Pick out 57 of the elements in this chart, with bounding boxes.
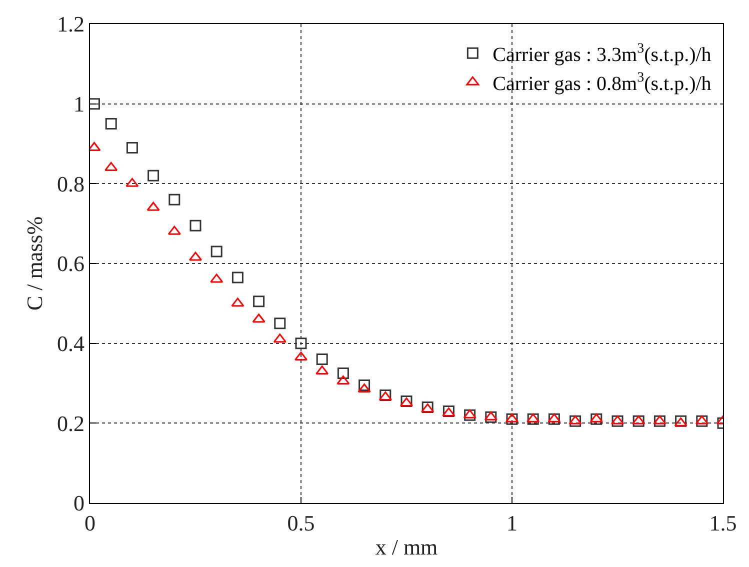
point	[273, 334, 286, 343]
point	[548, 413, 560, 425]
point	[464, 409, 476, 421]
point	[358, 383, 371, 392]
point	[210, 246, 222, 258]
point	[105, 118, 117, 130]
point	[590, 413, 603, 422]
point	[590, 413, 602, 425]
point	[126, 178, 139, 187]
point	[612, 415, 624, 427]
point	[253, 296, 265, 308]
point	[232, 272, 244, 284]
point	[337, 368, 349, 380]
point	[168, 226, 181, 235]
point	[295, 338, 307, 350]
point	[653, 415, 666, 424]
x-tick-label: 1	[506, 510, 518, 536]
point	[252, 314, 266, 323]
point	[104, 162, 118, 171]
point	[210, 274, 224, 283]
y-tick-label: 1	[74, 92, 84, 117]
y-tick-label: 0.6	[57, 251, 84, 276]
point	[146, 202, 160, 211]
point	[168, 194, 180, 206]
point	[654, 415, 666, 427]
point	[696, 415, 708, 427]
point	[506, 413, 518, 425]
x-tick-label: 0.5	[287, 510, 315, 536]
y-axis-title: C / mass%	[22, 216, 47, 311]
point	[485, 411, 497, 423]
x-tick-label: 1.5	[709, 510, 737, 536]
y-tick-label: 0.4	[57, 331, 84, 356]
x-axis-title: x / mm	[375, 534, 438, 560]
y-tick-label: 0.2	[57, 410, 84, 436]
point	[190, 220, 202, 232]
point	[463, 409, 476, 418]
point	[632, 415, 644, 427]
y-tick-label: 0.8	[57, 171, 84, 196]
point	[527, 413, 539, 425]
point	[358, 380, 370, 391]
legend-label: Carrier gas : 3.3m$^{3}$(s.t.p.)/h	[492, 41, 712, 66]
point	[316, 366, 329, 375]
point	[695, 415, 708, 424]
point	[148, 170, 160, 182]
y-tick-label: 1.2	[57, 12, 84, 37]
point	[548, 413, 561, 422]
point	[126, 142, 138, 154]
point	[570, 415, 582, 427]
point	[484, 411, 498, 420]
point	[632, 415, 646, 424]
point	[316, 354, 328, 366]
point	[526, 413, 540, 422]
point	[231, 298, 244, 307]
point	[568, 415, 582, 424]
y-tick-label: 0	[74, 490, 84, 516]
legend-label: Carrier gas : 0.8m$^{3}$(s.t.p.)/h	[492, 70, 712, 95]
point	[274, 318, 286, 330]
